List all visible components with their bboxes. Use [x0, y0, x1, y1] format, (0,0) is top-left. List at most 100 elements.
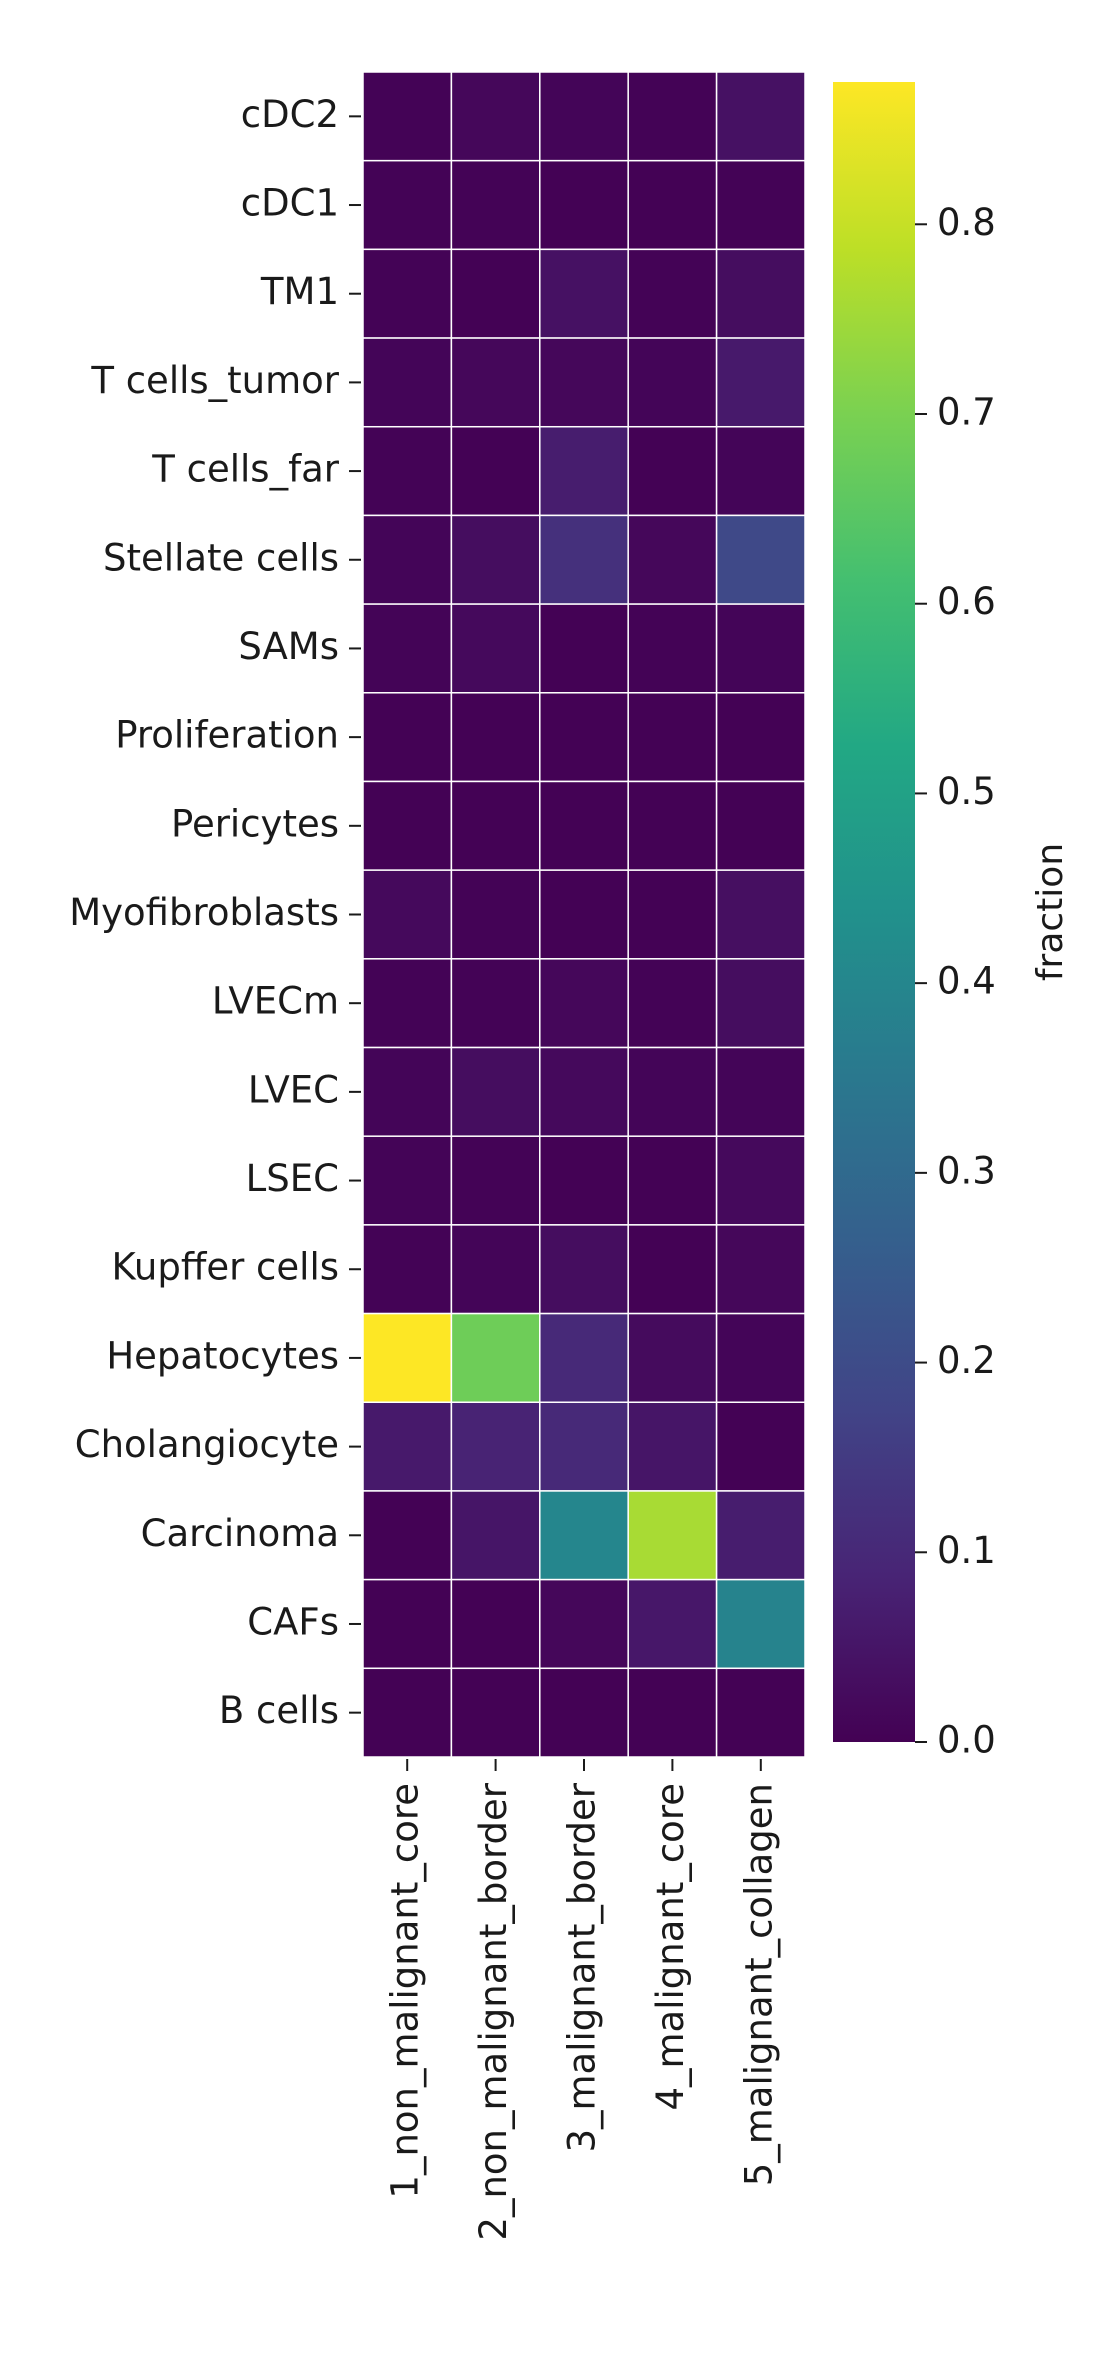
heatmap-cell: [627, 71, 718, 162]
heatmap-cell: [627, 780, 718, 871]
colorbar-tick-label: 0.1: [937, 1529, 996, 1572]
heatmap-cell: [539, 603, 629, 694]
heatmap-cell: [362, 1578, 453, 1670]
heatmap-cell: [627, 1312, 718, 1404]
heatmap-cell: [362, 1490, 453, 1581]
heatmap-cell: [715, 248, 806, 339]
colorbar-tick-label: 0.4: [937, 960, 996, 1003]
heatmap-cell: [627, 1490, 718, 1581]
heatmap-cell: [715, 603, 806, 694]
heatmap-cell: [362, 71, 453, 162]
heatmap-cell: [715, 1401, 806, 1492]
heatmap-cell: [450, 71, 541, 162]
colorbar-tick-label: 0.0: [937, 1719, 996, 1762]
heatmap-cell: [450, 692, 541, 783]
heatmap-cell: [362, 1401, 453, 1492]
heatmap-cell: [627, 1224, 718, 1315]
heatmap-cell: [362, 869, 453, 960]
row-label: LSEC: [246, 1157, 339, 1200]
heatmap-cell: [450, 603, 541, 694]
heatmap-cell: [715, 425, 806, 517]
row-label: Pericytes: [171, 802, 339, 845]
heatmap-cell: [539, 1135, 629, 1226]
heatmap-cell: [627, 1401, 718, 1492]
heatmap-cell: [362, 337, 453, 428]
colorbar-tick-label: 0.2: [937, 1339, 996, 1382]
heatmap-cell: [362, 780, 453, 871]
heatmap-cell: [450, 1135, 541, 1226]
colorbar-tick-label: 0.8: [937, 201, 996, 244]
heatmap-cell: [627, 603, 718, 694]
heatmap-cell: [362, 425, 453, 517]
heatmap-cell: [627, 1046, 718, 1137]
heatmap-cell: [450, 248, 541, 339]
heatmap-cell: [539, 1312, 629, 1404]
column-label: 5_malignant_collagen: [737, 1783, 780, 2186]
heatmap-cell: [627, 337, 718, 428]
row-label: T cells_tumor: [90, 359, 339, 402]
row-label: cDC1: [241, 182, 339, 225]
heatmap-cell: [715, 1224, 806, 1315]
heatmap-cell: [450, 337, 541, 428]
heatmap-cell: [715, 958, 806, 1049]
heatmap-cell: [627, 1135, 718, 1226]
row-label: Kupffer cells: [111, 1246, 339, 1289]
heatmap-cell: [715, 1046, 806, 1137]
colorbar-ticks: 0.0 0.1 0.2 0.3 0.4 0.5 0.6 0.7 0.8: [915, 201, 996, 1762]
row-label: cDC2: [241, 93, 339, 136]
heatmap-cell: [715, 71, 806, 162]
heatmap-cell: [450, 1046, 541, 1137]
heatmap-cell: [627, 159, 718, 251]
heatmap-cell: [450, 1401, 541, 1492]
column-label: 2_non_malignant_border: [472, 1782, 515, 2240]
heatmap-cell: [627, 248, 718, 339]
heatmap-cell: [450, 425, 541, 517]
heatmap-cell: [715, 1578, 806, 1670]
heatmap-cell: [715, 1135, 806, 1226]
heatmap-cell: [362, 958, 453, 1049]
heatmap-cell: [627, 1667, 718, 1758]
heatmap-cell: [715, 1667, 806, 1758]
heatmap-cell: [362, 603, 453, 694]
heatmap-cell: [539, 71, 629, 162]
row-label: SAMs: [238, 625, 339, 668]
heatmap-cell: [450, 1224, 541, 1315]
heatmap-cell: [539, 425, 629, 517]
heatmap-cell: [539, 1490, 629, 1581]
heatmap-cell: [627, 514, 718, 605]
colorbar-gradient: [833, 82, 915, 1742]
heatmap-cell: [450, 1490, 541, 1581]
heatmap-cell: [715, 780, 806, 871]
heatmap-cell: [715, 692, 806, 783]
colorbar-tick-label: 0.7: [937, 391, 996, 434]
heatmap-cell: [450, 159, 541, 251]
heatmap-cell: [362, 1667, 453, 1758]
heatmap-cells: [362, 71, 806, 1758]
heatmap-cell: [539, 1667, 629, 1758]
heatmap-cell: [539, 958, 629, 1049]
heatmap-cell: [539, 1578, 629, 1670]
heatmap-cell: [627, 692, 718, 783]
heatmap-cell: [362, 1135, 453, 1226]
heatmap-cell: [627, 1578, 718, 1670]
heatmap-cell: [539, 869, 629, 960]
colorbar: 0.0 0.1 0.2 0.3 0.4 0.5 0.6 0.7 0.8 fraction: [833, 82, 1071, 1762]
heatmap-cell: [450, 958, 541, 1049]
heatmap-cell: [715, 869, 806, 960]
heatmap-cell: [362, 1312, 453, 1404]
row-label: LVEC: [248, 1068, 339, 1111]
column-label: 4_malignant_core: [649, 1783, 692, 2111]
heatmap-cell: [539, 159, 629, 251]
row-label: B cells: [219, 1689, 339, 1732]
heatmap-cell: [539, 780, 629, 871]
heatmap-cell: [450, 780, 541, 871]
heatmap-cell: [362, 248, 453, 339]
heatmap-cell: [539, 1401, 629, 1492]
heatmap-cell: [362, 692, 453, 783]
heatmap-cell: [362, 1046, 453, 1137]
heatmap-cell: [450, 514, 541, 605]
row-label: Stellate cells: [103, 536, 339, 579]
row-label: Proliferation: [115, 714, 339, 757]
heatmap-cell: [539, 514, 629, 605]
